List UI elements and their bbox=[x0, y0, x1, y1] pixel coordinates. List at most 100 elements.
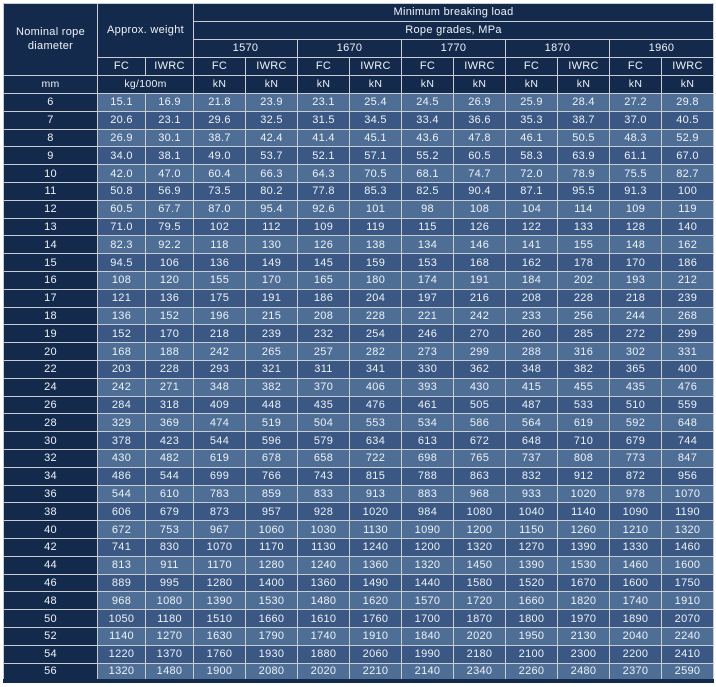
cell-value: 242 bbox=[193, 342, 246, 361]
cell-value: 41.4 bbox=[297, 128, 350, 148]
cell-value: 1840 bbox=[401, 626, 454, 646]
cell-diameter: 46 bbox=[3, 573, 98, 593]
cell-value: 1580 bbox=[453, 573, 506, 593]
unit-load: kN bbox=[193, 75, 246, 94]
table-row: 9 34.0 38.1 49.0 53.7 52.1 57.1 55.2 60.5 58.3 63.… bbox=[3, 146, 715, 166]
cell-value: 504 bbox=[297, 413, 350, 433]
cell-value: 956 bbox=[660, 466, 715, 486]
cell-value: 21.8 bbox=[193, 93, 246, 112]
cell-value: 1170 bbox=[245, 537, 298, 557]
cell-value: 92.6 bbox=[297, 199, 350, 219]
header-grade-1670: 1670 bbox=[297, 39, 402, 58]
cell-value: 1390 bbox=[505, 555, 558, 575]
cell-value: 1220 bbox=[97, 644, 146, 664]
cell-value: 233 bbox=[505, 306, 558, 326]
header-core-fc: FC bbox=[297, 57, 350, 76]
cell-value: 1390 bbox=[557, 537, 610, 557]
cell-value: 109 bbox=[297, 217, 350, 237]
cell-value: 45.1 bbox=[349, 128, 402, 148]
cell-value: 57.1 bbox=[349, 146, 402, 166]
cell-value: 120 bbox=[145, 270, 194, 290]
cell-value: 134 bbox=[401, 235, 454, 255]
cell-value: 1070 bbox=[660, 484, 715, 504]
cell-value: 33.4 bbox=[401, 110, 454, 130]
cell-value: 872 bbox=[609, 466, 662, 486]
cell-value: 108 bbox=[97, 270, 146, 290]
unit-load: kN bbox=[557, 75, 610, 94]
cell-value: 23.1 bbox=[297, 93, 350, 112]
cell-value: 634 bbox=[349, 431, 402, 450]
cell-value: 153 bbox=[401, 253, 454, 272]
cell-value: 2140 bbox=[401, 662, 454, 682]
cell-value: 1530 bbox=[557, 555, 610, 575]
table-row: 52 1140 1270 1630 1790 1740 1910 1840 2020 1950 21… bbox=[3, 626, 715, 646]
cell-value: 847 bbox=[660, 448, 715, 468]
cell-diameter: 11 bbox=[3, 181, 98, 201]
cell-value: 32.5 bbox=[245, 110, 298, 130]
cell-value: 1150 bbox=[505, 520, 558, 539]
cell-value: 619 bbox=[557, 413, 610, 433]
cell-value: 1130 bbox=[297, 537, 350, 557]
cell-value: 38.7 bbox=[557, 110, 610, 130]
table-row: 10 42.0 47.0 60.4 66.3 64.3 70.5 68.1 74.7 72.0 78… bbox=[3, 164, 715, 183]
header-min-breaking-load: Minimum breaking load bbox=[192, 3, 715, 22]
cell-value: 168 bbox=[453, 253, 506, 272]
cell-value: 2340 bbox=[453, 662, 506, 682]
cell-value: 318 bbox=[145, 395, 194, 415]
cell-value: 71.0 bbox=[97, 217, 146, 237]
cell-diameter: 28 bbox=[3, 413, 98, 433]
cell-value: 679 bbox=[145, 502, 194, 522]
cell-value: 26.9 bbox=[97, 128, 146, 148]
cell-value: 188 bbox=[145, 342, 194, 361]
cell-value: 672 bbox=[97, 520, 146, 539]
cell-value: 579 bbox=[297, 431, 350, 450]
cell-value: 100 bbox=[660, 181, 715, 201]
table-row: 46 889 995 1280 1400 1360 1490 1440 1580 1520 1670… bbox=[3, 573, 715, 593]
cell-value: 285 bbox=[557, 324, 610, 344]
cell-value: 1790 bbox=[245, 626, 298, 646]
cell-value: 984 bbox=[401, 502, 454, 522]
cell-value: 38.1 bbox=[145, 146, 194, 166]
cell-value: 461 bbox=[401, 395, 454, 415]
cell-diameter: 8 bbox=[3, 128, 98, 148]
cell-diameter: 24 bbox=[3, 377, 98, 397]
cell-value: 246 bbox=[401, 324, 454, 344]
cell-value: 1520 bbox=[505, 573, 558, 593]
cell-value: 191 bbox=[245, 288, 298, 308]
cell-value: 162 bbox=[505, 253, 558, 272]
cell-value: 94.5 bbox=[97, 253, 146, 272]
cell-value: 744 bbox=[660, 431, 715, 450]
cell-diameter: 19 bbox=[3, 324, 98, 344]
unit-diameter: mm bbox=[3, 75, 98, 94]
cell-value: 722 bbox=[349, 448, 402, 468]
cell-value: 63.9 bbox=[557, 146, 610, 166]
cell-value: 863 bbox=[453, 466, 506, 486]
cell-value: 610 bbox=[145, 484, 194, 504]
cell-value: 815 bbox=[349, 466, 402, 486]
header-approx-weight: Approx. weight bbox=[97, 3, 194, 58]
cell-value: 49.0 bbox=[193, 146, 246, 166]
cell-value: 510 bbox=[609, 395, 662, 415]
cell-value: 698 bbox=[401, 448, 454, 468]
cell-value: 75.5 bbox=[609, 164, 662, 183]
header-core-fc: FC bbox=[193, 57, 246, 76]
cell-value: 1320 bbox=[401, 555, 454, 575]
cell-value: 175 bbox=[193, 288, 246, 308]
cell-value: 1190 bbox=[660, 502, 715, 522]
cell-value: 1660 bbox=[245, 609, 298, 628]
header-grade-1960: 1960 bbox=[608, 39, 715, 58]
cell-value: 341 bbox=[349, 359, 402, 379]
cell-value: 270 bbox=[453, 324, 506, 344]
breaking-load-table: Nominal rope diameter Approx. weight Min… bbox=[3, 3, 715, 683]
cell-value: 968 bbox=[97, 591, 146, 611]
cell-value: 348 bbox=[193, 377, 246, 397]
cell-value: 672 bbox=[453, 431, 506, 450]
header-core-fc: FC bbox=[97, 57, 146, 76]
table-row: 26 284 318 409 448 435 476 461 505 487 533 510 559 bbox=[3, 395, 715, 415]
cell-value: 1090 bbox=[401, 520, 454, 539]
cell-value: 118 bbox=[193, 235, 246, 255]
cell-diameter: 34 bbox=[3, 466, 98, 486]
cell-value: 106 bbox=[145, 253, 194, 272]
cell-value: 658 bbox=[297, 448, 350, 468]
cell-value: 737 bbox=[505, 448, 558, 468]
